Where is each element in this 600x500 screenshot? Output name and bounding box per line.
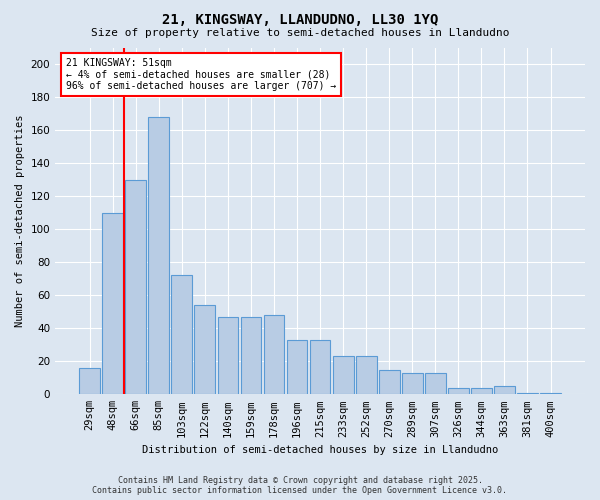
Text: 21 KINGSWAY: 51sqm
← 4% of semi-detached houses are smaller (28)
96% of semi-det: 21 KINGSWAY: 51sqm ← 4% of semi-detached… [66, 58, 336, 91]
Bar [471, 388, 492, 394]
Bar [79, 368, 100, 394]
Y-axis label: Number of semi-detached properties: Number of semi-detached properties [15, 114, 25, 327]
Bar [356, 356, 377, 395]
Bar [333, 356, 353, 395]
Bar [448, 388, 469, 394]
Bar [241, 316, 262, 394]
Bar [494, 386, 515, 394]
Bar [287, 340, 307, 394]
Bar [310, 340, 331, 394]
X-axis label: Distribution of semi-detached houses by size in Llandudno: Distribution of semi-detached houses by … [142, 445, 498, 455]
Bar [172, 276, 192, 394]
Bar [194, 305, 215, 394]
Bar [379, 370, 400, 394]
Bar [125, 180, 146, 394]
Bar [540, 392, 561, 394]
Text: Size of property relative to semi-detached houses in Llandudno: Size of property relative to semi-detach… [91, 28, 509, 38]
Text: Contains HM Land Registry data © Crown copyright and database right 2025.
Contai: Contains HM Land Registry data © Crown c… [92, 476, 508, 495]
Bar [402, 373, 422, 394]
Bar [102, 212, 123, 394]
Bar [218, 316, 238, 394]
Bar [425, 373, 446, 394]
Bar [148, 117, 169, 394]
Text: 21, KINGSWAY, LLANDUDNO, LL30 1YQ: 21, KINGSWAY, LLANDUDNO, LL30 1YQ [162, 12, 438, 26]
Bar [517, 392, 538, 394]
Bar [263, 315, 284, 394]
